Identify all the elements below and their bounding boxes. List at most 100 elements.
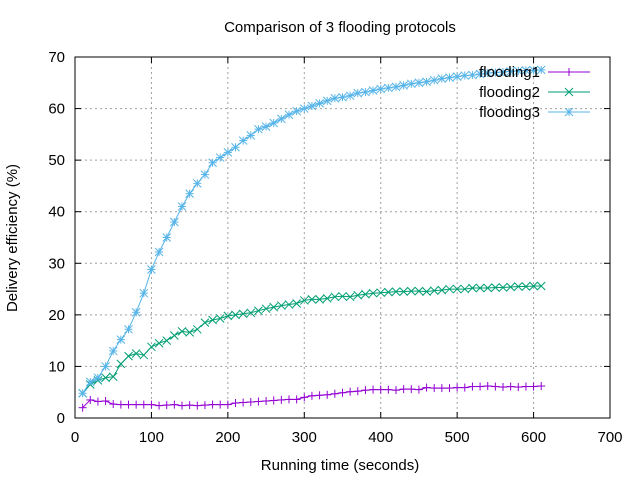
data-point-flooding2 xyxy=(299,296,309,305)
data-point-flooding1 xyxy=(139,400,148,409)
data-point-flooding3 xyxy=(101,362,110,371)
data-point-flooding3 xyxy=(192,178,202,188)
series-flooding3 xyxy=(78,65,546,398)
data-point-flooding1 xyxy=(231,399,240,408)
data-point-flooding2 xyxy=(399,287,408,297)
data-point-flooding2 xyxy=(154,338,164,348)
legend-label: flooding2 xyxy=(479,84,540,101)
data-point-flooding3 xyxy=(536,65,546,75)
data-point-flooding2 xyxy=(139,350,149,360)
data-point-flooding2 xyxy=(170,331,179,340)
data-point-flooding2 xyxy=(452,284,462,294)
plot-frame xyxy=(74,56,611,419)
data-point-flooding2 xyxy=(384,287,393,297)
data-point-flooding3 xyxy=(93,373,103,383)
data-point-flooding1 xyxy=(491,382,500,391)
data-point-flooding2 xyxy=(269,302,279,312)
data-point-flooding3 xyxy=(498,67,508,77)
data-point-flooding1 xyxy=(216,400,225,409)
data-point-flooding2 xyxy=(353,290,363,300)
data-point-flooding2 xyxy=(200,318,210,327)
legend-label: flooding1 xyxy=(479,64,540,81)
data-point-flooding1 xyxy=(162,401,171,410)
y-tick-label: 30 xyxy=(48,255,65,272)
data-point-flooding3 xyxy=(277,114,286,124)
data-point-flooding2 xyxy=(429,286,439,295)
y-tick-label: 10 xyxy=(48,358,65,375)
data-point-flooding3 xyxy=(215,153,225,162)
data-point-flooding1 xyxy=(315,391,324,400)
data-point-flooding3 xyxy=(200,170,210,179)
data-point-flooding1 xyxy=(285,395,293,404)
data-point-flooding1 xyxy=(200,401,209,410)
data-point-flooding3 xyxy=(437,74,447,84)
data-point-flooding3 xyxy=(208,158,217,168)
data-point-flooding1 xyxy=(499,383,507,392)
data-point-flooding1 xyxy=(277,395,286,404)
data-point-flooding1 xyxy=(132,400,141,409)
data-point-flooding3 xyxy=(299,104,309,113)
data-point-flooding1 xyxy=(376,385,385,394)
data-point-flooding3 xyxy=(391,82,401,92)
data-point-flooding3 xyxy=(170,217,179,227)
data-point-flooding1 xyxy=(323,390,332,399)
data-point-flooding2 xyxy=(215,314,225,323)
data-point-flooding2 xyxy=(322,294,332,303)
data-point-flooding2 xyxy=(529,281,538,291)
data-point-flooding1 xyxy=(437,384,446,393)
data-point-flooding1 xyxy=(239,398,248,407)
data-point-flooding3 xyxy=(521,66,531,75)
data-point-flooding1 xyxy=(521,382,530,391)
data-point-flooding1 xyxy=(514,383,523,392)
data-point-flooding2 xyxy=(231,310,240,320)
data-point-flooding2 xyxy=(108,372,118,382)
data-point-flooding2 xyxy=(284,300,294,309)
data-point-flooding1 xyxy=(246,398,255,407)
data-point-flooding2 xyxy=(437,285,447,295)
data-point-flooding1 xyxy=(208,400,217,409)
x-tick-label: 700 xyxy=(597,429,622,446)
y-tick-label: 20 xyxy=(48,307,65,324)
data-point-flooding3 xyxy=(108,346,118,356)
data-point-flooding3 xyxy=(406,79,416,89)
data-point-flooding2 xyxy=(185,328,194,337)
data-point-flooding1 xyxy=(506,382,515,391)
x-tick-label: 200 xyxy=(215,429,240,446)
series-flooding1 xyxy=(78,382,546,412)
data-point-flooding2 xyxy=(223,311,233,321)
data-point-flooding2 xyxy=(208,315,217,325)
x-tick-label: 0 xyxy=(71,429,79,446)
legend-marker xyxy=(565,68,573,76)
data-point-flooding1 xyxy=(300,393,309,402)
data-point-flooding2 xyxy=(338,291,347,301)
data-point-flooding3 xyxy=(85,377,95,387)
data-point-flooding1 xyxy=(414,385,423,394)
data-point-flooding3 xyxy=(315,99,324,108)
data-point-flooding3 xyxy=(322,96,332,106)
x-tick-label: 300 xyxy=(292,429,317,446)
series-flooding2 xyxy=(78,281,546,398)
data-point-flooding2 xyxy=(498,283,508,292)
y-tick-label: 50 xyxy=(48,152,65,169)
data-point-flooding3 xyxy=(292,106,301,116)
data-point-flooding1 xyxy=(109,400,118,409)
data-point-flooding1 xyxy=(399,385,408,394)
data-point-flooding1 xyxy=(124,400,133,409)
chart-title: Comparison of 3 flooding protocols xyxy=(224,19,456,36)
data-point-flooding2 xyxy=(361,289,370,299)
data-point-flooding3 xyxy=(361,87,370,97)
legend-marker xyxy=(564,107,574,117)
data-point-flooding2 xyxy=(162,336,172,345)
data-point-flooding3 xyxy=(483,68,493,78)
data-point-flooding1 xyxy=(223,400,232,409)
data-point-flooding3 xyxy=(414,78,424,88)
data-point-flooding3 xyxy=(139,288,149,298)
data-point-flooding2 xyxy=(330,292,340,302)
data-point-flooding1 xyxy=(445,384,454,393)
data-point-flooding3 xyxy=(261,122,271,131)
data-point-flooding3 xyxy=(269,118,279,128)
data-point-flooding1 xyxy=(361,386,370,395)
